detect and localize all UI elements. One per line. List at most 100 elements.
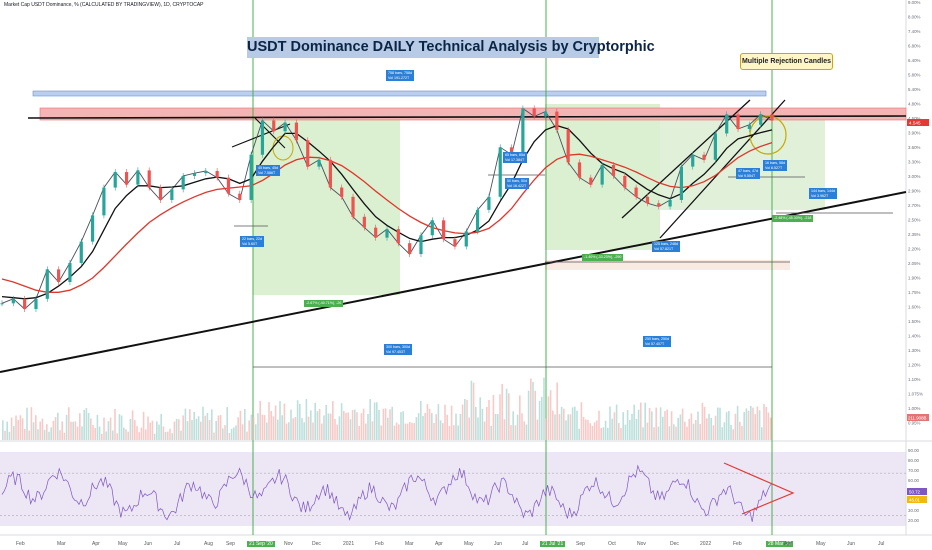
chart-title: USDT Dominance DAILY Technical Analysis … (247, 37, 655, 58)
volume-bar (277, 419, 279, 440)
volume-bar (250, 414, 253, 440)
candle-body (294, 122, 299, 141)
volume-bar (424, 412, 426, 440)
x-tick-label: Sep (576, 541, 585, 547)
series-line-2 (1, 141, 773, 293)
price-axis-label: 1.60% (908, 305, 921, 310)
volume-bar (455, 413, 457, 440)
volume-bar (406, 423, 409, 440)
volume-bar (758, 410, 761, 440)
candle-body (759, 114, 763, 125)
volume-bar (239, 410, 242, 440)
volume-bar (571, 407, 574, 440)
volume-bar (299, 403, 301, 440)
green-zone-1 (253, 119, 400, 295)
volume-bar (112, 430, 114, 440)
volume-bar (50, 427, 52, 440)
price-axis-label: 9.00% (908, 0, 921, 5)
rsi-value-tag (907, 496, 927, 503)
volume-bar (327, 413, 330, 440)
candle-body (317, 159, 321, 167)
volume-bar (505, 388, 508, 440)
volume-bar (384, 408, 387, 440)
volume-bar (292, 418, 294, 440)
price-axis-label: 2.90% (908, 189, 921, 194)
measure-box-right: 144 bars, 144d Vol 3.962T (809, 188, 837, 200)
candle-body (249, 154, 253, 200)
volume-bar (349, 419, 352, 440)
volume-bar (158, 424, 160, 440)
volume-bar (730, 424, 732, 440)
volume-bar (281, 415, 283, 440)
price-axis-label: 2.50% (908, 218, 921, 223)
price-axis-label: 3.90% (908, 131, 921, 136)
x-tick-label: Aug (204, 541, 213, 547)
volume-bar (15, 415, 17, 440)
volume-bar (208, 419, 211, 440)
volume-bar (556, 382, 558, 440)
volume-bar (508, 393, 510, 440)
volume-bar (653, 427, 655, 440)
series-line-1 (1, 124, 773, 300)
candle-body (147, 170, 151, 188)
volume-bar (545, 418, 547, 440)
price-axis-label: 1.20% (908, 363, 921, 368)
volume-bar (703, 406, 706, 440)
price-axis-label: 6.40% (908, 58, 921, 63)
candle-body (509, 147, 514, 155)
volume-bar (301, 418, 303, 440)
volume-bar (686, 426, 688, 440)
candle-body (747, 124, 751, 130)
candle-body (736, 114, 740, 130)
volume-bar (182, 415, 184, 440)
volume-bar (514, 425, 517, 440)
volume-bar (338, 416, 341, 440)
volume-bar (167, 431, 169, 440)
volume-bar (191, 420, 193, 440)
last-price-text: 4.545 (909, 121, 921, 126)
x-tick-label: Jun (847, 541, 856, 547)
volume-bar (17, 420, 19, 440)
volume-bar (343, 410, 345, 440)
volume-bar (446, 414, 448, 440)
volume-bar (521, 413, 523, 440)
volume-bar (90, 418, 92, 440)
candle-body (691, 154, 695, 167)
volume-bar (422, 415, 424, 440)
volume-bar (483, 421, 486, 440)
volume-bar (714, 415, 717, 440)
volume-bar (708, 413, 710, 440)
candle-body (532, 108, 536, 117)
volume-bar (651, 411, 653, 440)
volume-bar (173, 421, 176, 440)
volume-bar (395, 422, 398, 440)
measure-box-mid2: 50 bars, 50d Vol 16.422T (505, 178, 529, 190)
volume-bar (692, 423, 695, 440)
candle-body (0, 303, 4, 305)
x-tick-label: Apr (435, 541, 443, 547)
pct-box-right: -2.48% (-45.30%), -218 (772, 215, 814, 222)
wedge-line-b (254, 117, 286, 149)
range-band-mid (545, 260, 790, 270)
volume-bar (107, 421, 110, 440)
candle-body (374, 227, 378, 238)
volume-bar (39, 421, 41, 440)
volume-bar (233, 427, 235, 440)
volume-bar (523, 421, 525, 440)
price-axis-label: 4.50% (908, 116, 921, 121)
volume-bar (640, 402, 642, 440)
volume-bar (393, 425, 396, 440)
volume-bar (626, 410, 629, 440)
volume-bar (153, 433, 156, 440)
volume-bar (94, 427, 96, 440)
candle-body (543, 111, 548, 117)
volume-bar (607, 427, 609, 440)
volume-bar (666, 409, 668, 440)
measure-box-nov: 125 bars, 248d Vol 57.821T (652, 241, 680, 253)
volume-bar (184, 408, 187, 440)
x-tick-label: 21 Jul '21 (540, 541, 566, 547)
volume-bar (279, 401, 281, 440)
x-tick-label: 2021 (343, 541, 355, 547)
volume-bar (486, 406, 488, 440)
